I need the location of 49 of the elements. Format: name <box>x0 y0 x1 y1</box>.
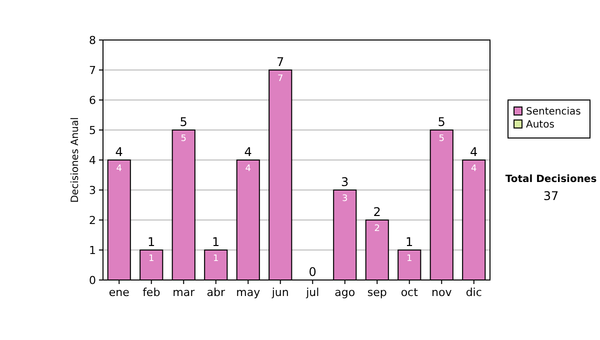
total-label: 1 <box>406 235 414 249</box>
y-tick-label: 1 <box>89 244 96 257</box>
total-label: 4 <box>470 145 478 159</box>
y-tick-label: 5 <box>89 124 96 137</box>
legend-label: Sentencias <box>526 106 581 118</box>
data-label: 3 <box>342 194 348 204</box>
x-tick-label: ene <box>108 286 130 299</box>
text: 37 <box>543 189 559 203</box>
data-label: 1 <box>406 254 412 264</box>
y-tick-label: 3 <box>89 184 96 197</box>
total-label: 1 <box>148 235 156 249</box>
data-label: 5 <box>180 134 186 144</box>
y-tick-label: 0 <box>89 274 96 287</box>
data-label: 4 <box>471 164 478 174</box>
text: Total Decisiones <box>505 174 597 185</box>
total-label: 4 <box>244 145 252 159</box>
legend-label: Autos <box>526 120 554 130</box>
total-label: 7 <box>276 55 284 69</box>
total-label: 0 <box>308 265 316 279</box>
x-tick-label: mar <box>172 286 196 299</box>
y-tick-label: 6 <box>89 94 96 107</box>
x-tick-label: dic <box>466 286 482 299</box>
y-tick-label: 7 <box>89 64 96 77</box>
total-label: 4 <box>115 145 123 159</box>
x-tick-label: oct <box>400 286 419 299</box>
x-tick-label: abr <box>206 286 226 299</box>
y-tick-label: 2 <box>89 214 96 227</box>
total-label: 5 <box>180 115 188 129</box>
total-label: 2 <box>373 205 381 219</box>
x-tick-label: jun <box>270 286 289 299</box>
data-label: 5 <box>438 134 444 144</box>
y-tick-label: 8 <box>89 34 96 47</box>
x-tick-label: ago <box>334 286 356 299</box>
total-label: 5 <box>438 115 446 129</box>
data-label: 7 <box>278 74 284 84</box>
x-tick-label: nov <box>432 286 452 299</box>
y-tick-label: 4 <box>89 154 96 167</box>
data-label: 2 <box>374 224 380 234</box>
data-label: 4 <box>245 164 252 174</box>
total-label: 3 <box>341 175 349 189</box>
data-label: 1 <box>213 254 219 264</box>
x-tick-label: feb <box>142 286 160 299</box>
data-label: 1 <box>148 254 154 264</box>
total-label: 1 <box>212 235 220 249</box>
y-axis-title: Decisiones Anual <box>70 117 81 203</box>
x-tick-label: may <box>236 286 261 299</box>
x-tick-label: jul <box>305 286 320 299</box>
x-tick-label: sep <box>367 286 387 299</box>
data-label: 4 <box>116 164 122 174</box>
